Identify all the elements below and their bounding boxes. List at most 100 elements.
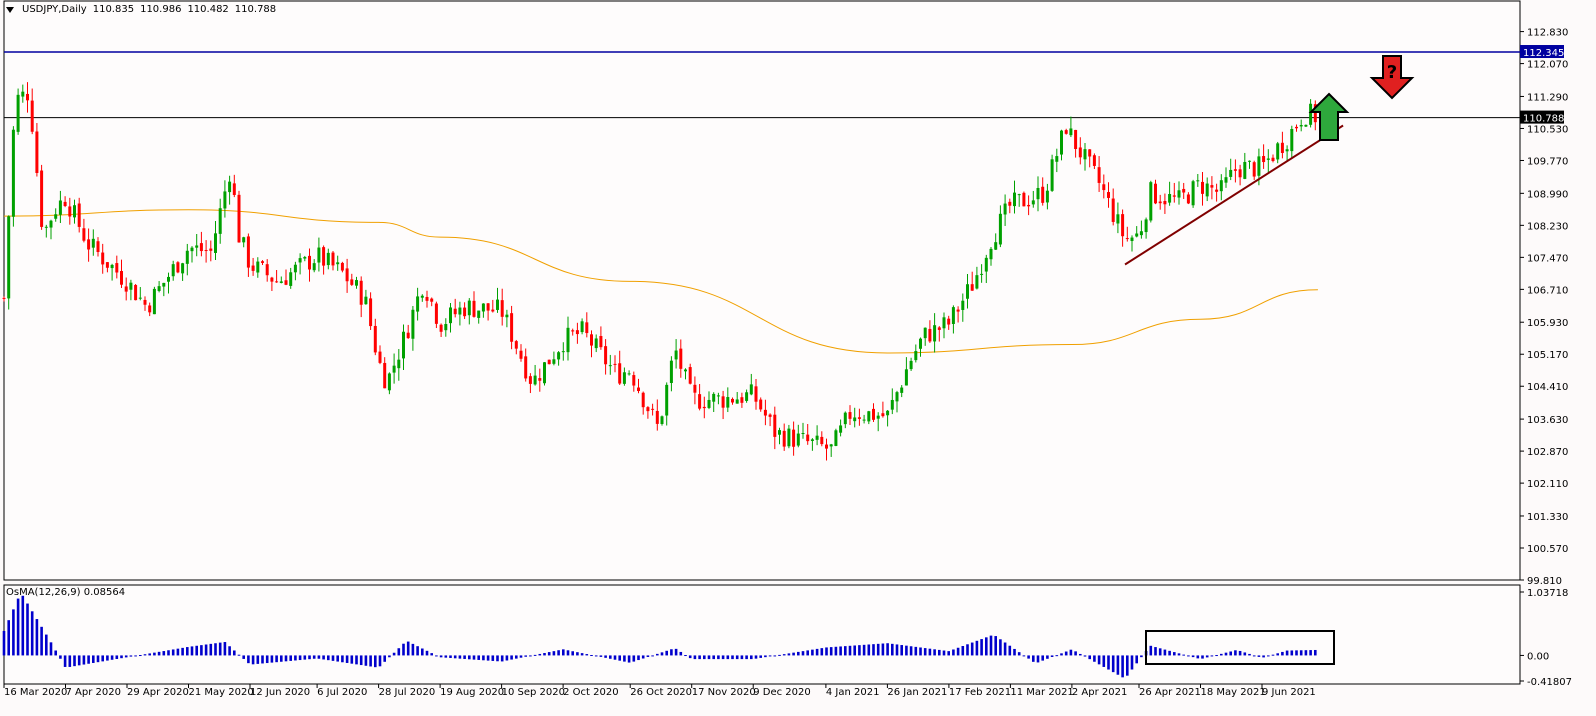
osma-bar (1271, 654, 1275, 656)
candle-body (693, 384, 697, 393)
time-tick-label: 2 Oct 2020 (563, 687, 618, 698)
osma-bar (872, 644, 875, 656)
osma-bar (919, 647, 922, 656)
time-tick-label: 10 Sep 2020 (502, 687, 565, 698)
osma-bar (1093, 655, 1096, 662)
candle-body (16, 94, 20, 132)
osma-bar (378, 655, 382, 667)
candle-body (2, 297, 6, 299)
osma-bar (223, 642, 227, 656)
osma-bar (30, 611, 34, 656)
candle-body (373, 325, 377, 353)
candle-body (167, 276, 170, 282)
osma-bar (63, 655, 67, 667)
osma-bar (322, 655, 325, 660)
candle-body (825, 444, 828, 449)
osma-bar (1008, 645, 1012, 656)
candle-body (1191, 181, 1195, 206)
osma-bar (200, 645, 203, 656)
osma-bar (543, 653, 546, 656)
candle-body (1060, 130, 1063, 155)
osma-bar (1285, 650, 1289, 656)
osma-bar (383, 655, 386, 662)
candle-body (176, 262, 180, 273)
osma-bar (96, 655, 100, 663)
osma-bar (59, 655, 62, 659)
osma-bar (1111, 655, 1115, 673)
osma-bar (1234, 650, 1237, 656)
osma-bar (392, 652, 396, 656)
candle-body (1069, 128, 1073, 136)
candle-body (1036, 187, 1040, 200)
price-tick-label: 112.830 (1527, 28, 1568, 39)
candle-body (439, 324, 443, 332)
candle-body (975, 275, 979, 289)
candle-body (1252, 162, 1256, 177)
candle-body (1163, 200, 1167, 205)
candle-body (26, 93, 29, 101)
chart-header: USDJPY,Daily 110.835 110.986 110.482 110… (6, 4, 276, 15)
osma-bar (538, 653, 542, 656)
osma-bar (844, 646, 847, 656)
candle-body (956, 309, 960, 312)
osma-bar (1022, 655, 1026, 657)
osma-bar (251, 655, 255, 665)
candle-body (890, 399, 894, 410)
candle-body (1111, 198, 1115, 222)
candle-body (848, 412, 852, 419)
osma-bar (139, 655, 142, 657)
osma-bar (562, 649, 565, 656)
oscillator-label: OsMA(12,26,9) 0.08564 (6, 587, 126, 598)
osma-bar (402, 643, 405, 656)
osma-bar (895, 644, 899, 656)
osma-bar (909, 646, 913, 656)
candle-body (655, 410, 659, 424)
osma-bar (547, 652, 551, 656)
candle-body (359, 280, 363, 305)
osma-bar (270, 655, 274, 663)
candle-body (651, 408, 655, 410)
osma-bar (468, 655, 471, 660)
osma-bar (275, 655, 278, 663)
dropdown-triangle-icon[interactable] (6, 6, 14, 13)
candle-body (796, 433, 800, 446)
candle-body (171, 264, 175, 277)
osma-bar (853, 645, 856, 656)
candle-body (665, 384, 669, 416)
osma-bar (2, 630, 6, 656)
candle-body (510, 313, 514, 342)
osma-bar (1079, 653, 1082, 656)
osma-bar (284, 655, 288, 662)
price-tick-label: 111.290 (1527, 92, 1568, 103)
candle-body (566, 327, 570, 353)
candle-body (411, 309, 415, 339)
osma-bar (806, 650, 809, 656)
candle-body (1097, 167, 1101, 183)
osma-bar (1281, 651, 1284, 656)
price-tick-label: 102.110 (1527, 479, 1568, 490)
candle-body (392, 365, 396, 373)
candle-body (575, 330, 579, 335)
candle-body (867, 411, 871, 422)
candle-body (1201, 181, 1204, 194)
candle-body (674, 350, 678, 360)
osma-bar (778, 654, 781, 656)
price-tick-label: 112.070 (1527, 60, 1568, 71)
candle-body (1031, 200, 1035, 205)
osma-bar (153, 652, 156, 656)
candle-body (1144, 219, 1148, 233)
candle-body (63, 201, 67, 207)
candle-body (1186, 194, 1190, 204)
osma-bar (768, 655, 772, 657)
osma-bar (54, 650, 57, 656)
open-value: 110.835 (92, 4, 135, 15)
candle-body (91, 238, 95, 248)
candle-body (406, 332, 410, 339)
osma-bar (623, 655, 626, 662)
candle-body (754, 386, 758, 402)
osma-bar (477, 655, 480, 660)
candle-body (1229, 169, 1233, 177)
osma-bar (294, 655, 297, 661)
osma-bar (505, 655, 509, 661)
candle-body (1243, 161, 1247, 179)
